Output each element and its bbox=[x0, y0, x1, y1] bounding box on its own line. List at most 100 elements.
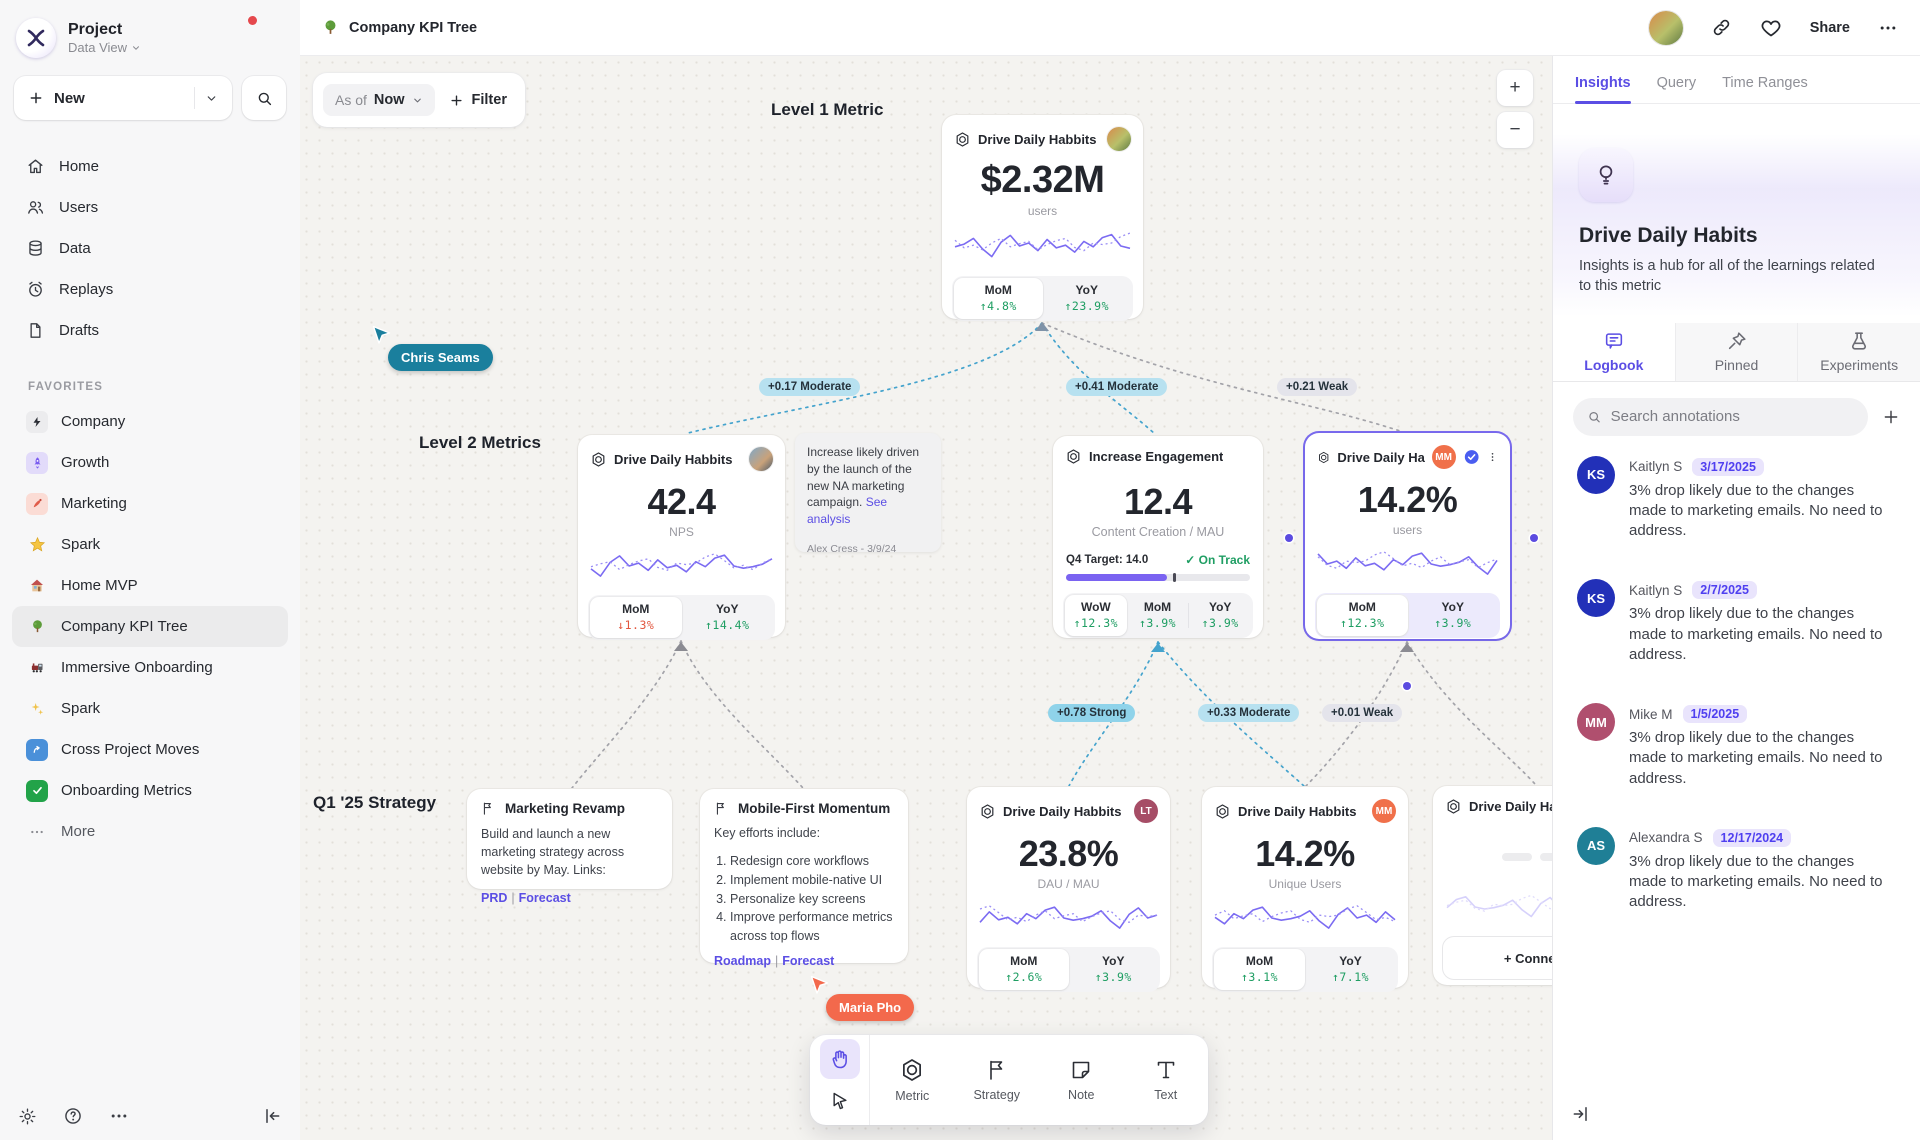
annotation-text: 3% drop likely due to the changes made t… bbox=[1629, 481, 1883, 540]
metric-card-dau-mau[interactable]: Drive Daily Habbits LT 23.8% DAU / MAU M… bbox=[967, 787, 1170, 992]
stat-mom[interactable]: MoM ↑3.1% bbox=[1214, 949, 1305, 990]
project-subtitle[interactable]: Data View bbox=[68, 40, 141, 55]
metric-value: 23.8% bbox=[1018, 833, 1119, 874]
metric-tool-button[interactable]: Metric bbox=[870, 1035, 955, 1125]
strategy-intro: Key efforts include: bbox=[714, 826, 821, 840]
stat-mom[interactable]: MoM ↑2.6% bbox=[979, 949, 1069, 990]
kpi-tree-canvas[interactable]: As of Now Filter + − Level 1 Metric Leve… bbox=[300, 56, 1553, 1140]
stat-yoy[interactable]: YoY ↑7.1% bbox=[1331, 954, 1370, 984]
select-tool-button[interactable] bbox=[820, 1081, 860, 1121]
stat-yoy[interactable]: YoY ↑3.9% bbox=[1201, 600, 1239, 630]
strategy-tool-button[interactable]: Strategy bbox=[955, 1035, 1040, 1125]
forecast-link[interactable]: Forecast bbox=[782, 953, 835, 968]
annotation-item[interactable]: AS Alexandra S 12/17/2024 3% drop likely… bbox=[1577, 826, 1896, 913]
zoom-in-button[interactable]: + bbox=[1497, 70, 1533, 106]
user-avatar[interactable] bbox=[1648, 10, 1683, 45]
sidebar-item-spark-2[interactable]: Spark bbox=[12, 688, 288, 729]
sidebar-item-home-mvp[interactable]: Home MVP bbox=[12, 565, 288, 606]
sparkles-icon bbox=[26, 698, 48, 720]
annotation-search[interactable] bbox=[1573, 397, 1868, 436]
collapse-panel-icon[interactable] bbox=[1571, 1104, 1591, 1124]
stat-wow[interactable]: WoW ↑12.3% bbox=[1065, 595, 1127, 636]
hand-tool-button[interactable] bbox=[819, 1039, 860, 1079]
add-annotation-button[interactable] bbox=[1882, 408, 1900, 426]
train-icon bbox=[26, 657, 48, 679]
tab-query[interactable]: Query bbox=[1656, 75, 1697, 91]
sidebar-item-users[interactable]: Users bbox=[12, 187, 288, 228]
tab-time-ranges[interactable]: Time Ranges bbox=[1722, 75, 1808, 91]
strategy-card-mobile-first[interactable]: Mobile-First Momentum Key efforts includ… bbox=[700, 789, 908, 968]
annotation-author: Mike M bbox=[1629, 706, 1673, 722]
cursor-arrow-icon bbox=[810, 975, 829, 994]
sidebar-item-company-kpi-tree[interactable]: Company KPI Tree bbox=[12, 606, 288, 647]
stat-mom[interactable]: MoM ↑12.3% bbox=[1317, 595, 1408, 636]
stat-yoy[interactable]: YoY ↑3.9% bbox=[1094, 954, 1132, 984]
favorite-heart-icon[interactable] bbox=[1760, 17, 1782, 39]
more-menu-icon[interactable] bbox=[1878, 18, 1898, 38]
annotation-item[interactable]: MM Mike M 1/5/2025 3% drop likely due to… bbox=[1577, 703, 1896, 789]
stat-yoy[interactable]: YoY ↑14.4% bbox=[704, 602, 750, 632]
search-annotations-input[interactable] bbox=[1610, 408, 1854, 426]
selection-handle[interactable] bbox=[1530, 534, 1538, 542]
tab-pinned[interactable]: Pinned bbox=[1674, 322, 1798, 381]
asof-selector[interactable]: As of Now bbox=[323, 84, 435, 116]
edge-label: +0.41 Moderate bbox=[1066, 378, 1168, 396]
strategy-card-marketing-revamp[interactable]: Marketing Revamp Build and launch a new … bbox=[467, 789, 672, 905]
settings-gear-icon[interactable] bbox=[18, 1107, 37, 1126]
tab-insights[interactable]: Insights bbox=[1575, 75, 1631, 104]
sidebar-item-home[interactable]: Home bbox=[12, 146, 288, 187]
sidebar-item-company[interactable]: Company bbox=[12, 401, 288, 442]
sidebar-item-marketing[interactable]: Marketing bbox=[12, 483, 288, 524]
stat-mom[interactable]: MoM ↑3.9% bbox=[1138, 600, 1177, 630]
metric-card-level1[interactable]: Drive Daily Habbits $2.32M users MoM ↑4.8… bbox=[942, 115, 1143, 321]
add-filter-button[interactable]: Filter bbox=[449, 92, 507, 108]
metric-hexagon-icon bbox=[1447, 799, 1460, 814]
project-switcher[interactable]: Project Data View bbox=[12, 14, 288, 72]
metric-card-engagement[interactable]: Increase Engagement 12.4 Content Creatio… bbox=[1053, 436, 1263, 638]
new-button[interactable]: New bbox=[14, 76, 232, 120]
tab-experiments[interactable]: Experiments bbox=[1797, 322, 1920, 381]
forecast-link[interactable]: Forecast bbox=[518, 891, 571, 906]
sidebar-item-immersive-onboarding[interactable]: Immersive Onboarding bbox=[12, 647, 288, 688]
more-options-icon[interactable] bbox=[109, 1106, 129, 1126]
annotation-date-badge: 1/5/2025 bbox=[1682, 705, 1748, 724]
note-tool-button[interactable]: Note bbox=[1039, 1035, 1124, 1125]
see-analysis-link[interactable]: See analysis bbox=[807, 495, 888, 527]
sidebar-item-replays[interactable]: Replays bbox=[12, 269, 288, 310]
sparkline-chart bbox=[590, 553, 773, 577]
annotation-author: Kaitlyn S bbox=[1629, 459, 1683, 475]
annotation-item[interactable]: KS Kaitlyn S 2/7/2025 3% drop likely due… bbox=[1577, 579, 1896, 665]
stat-yoy[interactable]: YoY ↑3.9% bbox=[1434, 600, 1472, 630]
roadmap-link[interactable]: Roadmap bbox=[714, 953, 771, 968]
sidebar-item-more[interactable]: More bbox=[12, 811, 288, 852]
sidebar-item-growth[interactable]: Growth bbox=[12, 442, 288, 483]
tab-logbook[interactable]: Logbook bbox=[1553, 322, 1675, 381]
stat-mom[interactable]: MoM ↓1.3% bbox=[590, 597, 682, 638]
metric-card-nps[interactable]: Drive Daily Habbits 42.4 NPS MoM ↓1.3% Yo… bbox=[578, 435, 785, 640]
search-button[interactable] bbox=[242, 76, 286, 120]
metric-card-partial[interactable]: Drive Daily Habbits + Connect bbox=[1433, 786, 1552, 985]
help-icon[interactable] bbox=[63, 1106, 83, 1126]
prd-link[interactable]: PRD bbox=[481, 891, 508, 906]
connect-button[interactable]: + Connect bbox=[1443, 937, 1552, 979]
sidebar-item-drafts[interactable]: Drafts bbox=[12, 310, 288, 351]
sidebar-item-data[interactable]: Data bbox=[12, 228, 288, 269]
share-button[interactable]: Share bbox=[1809, 19, 1850, 36]
note-card[interactable]: Increase likely driven by the launch of … bbox=[795, 433, 941, 555]
metric-card-unique-users[interactable]: Drive Daily Habbits MM 14.2% Unique User… bbox=[1202, 787, 1408, 992]
selection-handle[interactable] bbox=[1285, 534, 1293, 542]
stat-yoy[interactable]: YoY ↑23.9% bbox=[1064, 283, 1110, 313]
collapse-sidebar-icon[interactable] bbox=[262, 1106, 282, 1126]
sidebar-item-spark[interactable]: Spark bbox=[12, 524, 288, 565]
owner-avatar: MM bbox=[1431, 445, 1456, 469]
zoom-out-button[interactable]: − bbox=[1497, 112, 1533, 148]
copy-link-icon[interactable] bbox=[1711, 17, 1732, 38]
selection-handle[interactable] bbox=[1403, 682, 1411, 690]
annotation-item[interactable]: KS Kaitlyn S 3/17/2025 3% drop likely du… bbox=[1577, 455, 1896, 542]
kebab-menu-icon[interactable] bbox=[1487, 449, 1498, 465]
sidebar-item-cross-project-moves[interactable]: Cross Project Moves bbox=[12, 729, 288, 770]
stat-mom[interactable]: MoM ↑4.8% bbox=[954, 278, 1043, 319]
sidebar-item-onboarding-metrics[interactable]: Onboarding Metrics bbox=[12, 770, 288, 811]
text-tool-button[interactable]: Text bbox=[1124, 1035, 1209, 1125]
metric-card-selected[interactable]: Drive Daily Habb.. MM 14.2% users MoM↑12… bbox=[1305, 433, 1510, 639]
